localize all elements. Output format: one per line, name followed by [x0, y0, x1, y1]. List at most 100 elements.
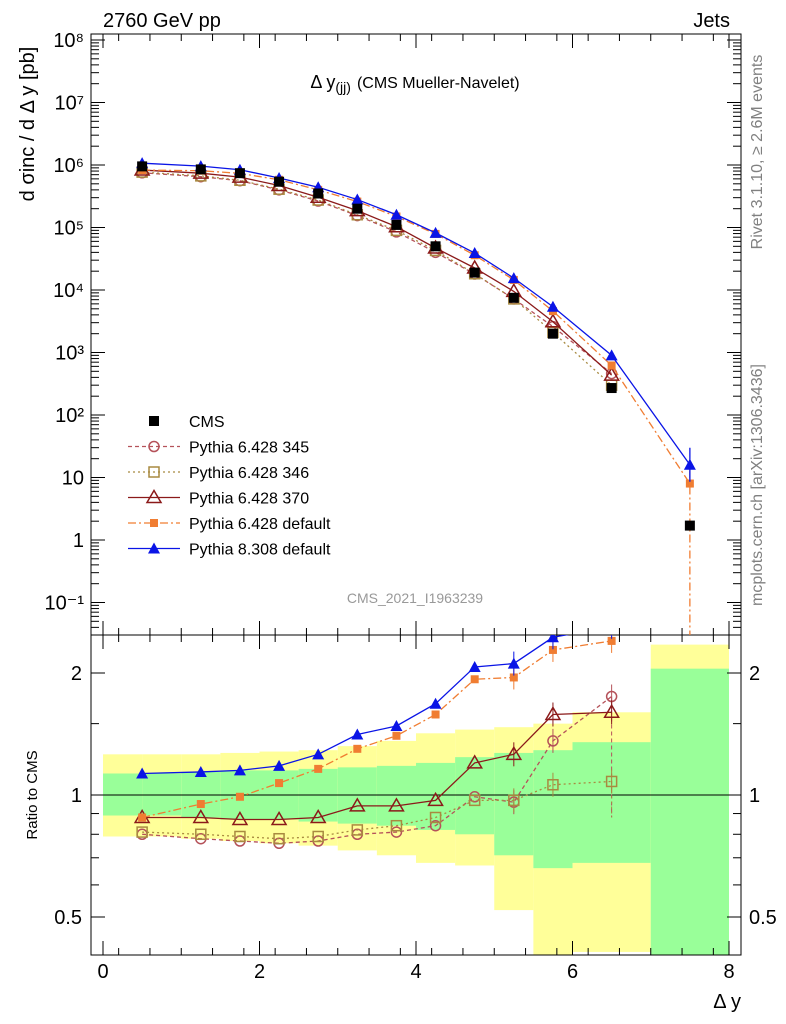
- ratio-point-p346: [468, 794, 481, 807]
- ratio-point-p370: [270, 811, 288, 826]
- ratio-point-p8def: [312, 748, 325, 760]
- ratio-point-p8def: [390, 719, 403, 731]
- data-point-p370: [603, 366, 620, 381]
- main-y-tick-label: 1: [73, 530, 84, 552]
- ratio-point-p6def: [196, 800, 205, 809]
- legend-label-p346: Pythia 6.428 346: [189, 465, 309, 482]
- header-left-label: 2760 GeV pp: [103, 10, 221, 32]
- ratio-y-tick-label: 0.5: [54, 907, 82, 929]
- ratio-point-p8def: [351, 728, 364, 740]
- x-tick-label: 2: [254, 961, 265, 983]
- ratio-point-p8def: [468, 660, 481, 672]
- ratio-point-p8def: [606, 621, 618, 632]
- ratio-point-p370: [427, 791, 444, 807]
- main-series-group: [133, 157, 696, 635]
- main-y-tick-label: 10: [62, 468, 84, 490]
- legend-marker-p346: [148, 466, 160, 478]
- band-inner-bin: [533, 750, 573, 869]
- ratio-point-p370: [192, 809, 210, 824]
- ratio-point-p6def: [353, 744, 362, 753]
- ratio-point-p346: [508, 794, 520, 807]
- data-point-p8def: [390, 208, 403, 220]
- main-outliers-group: [684, 520, 695, 531]
- ratio-point-p346: [351, 824, 364, 836]
- x-tick-label: 8: [723, 961, 734, 983]
- legend-label-p6def: Pythia 6.428 default: [189, 516, 331, 533]
- data-point-p6def: [607, 361, 616, 370]
- ratio-series-group: [133, 621, 620, 850]
- data-point-p370: [544, 313, 562, 328]
- ratio-y-tick-label: 1: [71, 785, 82, 807]
- data-point-p8def: [546, 300, 559, 312]
- ratio-point-p6def: [392, 731, 401, 740]
- ratio-point-p8def: [273, 759, 286, 771]
- band-inner-bin: [416, 762, 456, 830]
- data-point-cms: [274, 176, 285, 187]
- ratio-point-p345: [390, 826, 403, 838]
- x-tick-label: 6: [567, 961, 578, 983]
- ratio-y-axis-label: Ratio to CMS: [24, 750, 41, 839]
- data-point-cms: [469, 267, 480, 278]
- main-y-tick-label: 10⁻¹: [45, 593, 85, 615]
- main-y-tick-label: 10²: [55, 405, 84, 427]
- analysis-watermark: CMS_2021_I1963239: [347, 590, 483, 606]
- ratio-point-p346: [312, 830, 324, 843]
- ratio-point-p370: [231, 811, 249, 826]
- ratio-line-p8def: [142, 635, 570, 775]
- ratio-point-p370: [603, 703, 620, 719]
- ratio-point-p346: [136, 826, 148, 838]
- main-y-tick-label: 10⁴: [53, 280, 84, 302]
- ratio-point-p370: [544, 706, 562, 721]
- legend-marker-cms: [149, 416, 159, 426]
- ratio-point-p6def: [470, 675, 479, 684]
- ratio-y-tick-label-right: 1: [749, 785, 760, 807]
- data-point-cms: [234, 168, 245, 179]
- legend-marker-p370: [145, 489, 163, 504]
- main-y-tick-label: 10³: [55, 343, 84, 365]
- data-point-cms: [684, 520, 695, 531]
- ratio-y-tick-label: 2: [71, 663, 82, 685]
- ratio-point-p346: [429, 811, 442, 824]
- data-point-cms: [195, 164, 206, 175]
- ratio-point-p370: [505, 745, 523, 761]
- legend-label-p345: Pythia 6.428 345: [189, 440, 309, 457]
- ratio-point-p6def: [607, 636, 616, 645]
- ratio-point-p370: [349, 797, 366, 812]
- data-point-cms: [547, 328, 558, 339]
- ratio-point-p6def: [275, 779, 284, 788]
- ratio-point-p6def: [235, 792, 244, 801]
- data-point-cms: [430, 241, 441, 252]
- legend-marker-p6def: [150, 519, 158, 527]
- ratio-point-p346: [390, 819, 403, 832]
- ratio-point-p346: [195, 828, 207, 841]
- ratio-point-p8def: [194, 765, 207, 777]
- ratio-point-p345: [547, 735, 559, 747]
- ratio-point-p8def: [507, 657, 520, 669]
- ratio-y-tick-label-right: 2: [749, 663, 760, 685]
- main-y-tick-label: 10⁸: [53, 30, 84, 52]
- ratio-point-p8def: [429, 697, 442, 709]
- ratio-point-p8def: [233, 764, 246, 776]
- main-y-axis-label: d σinc / d Δ y [pb]: [17, 47, 39, 202]
- legend-label-cms: CMS: [189, 414, 225, 431]
- ratio-point-p6def: [138, 813, 147, 822]
- ratio-line-p370: [142, 711, 612, 821]
- series-line-p345: [142, 172, 613, 375]
- series-line-p370: [142, 169, 613, 376]
- main-y-tick-label: 10⁵: [53, 218, 84, 240]
- ratio-point-p370: [388, 797, 405, 812]
- axes: 0 2 4 6 8 10⁻¹ 1 10 10² 10³ 10⁴ 10⁵ 10⁶ 10⁷ 10⁸ 0.5 0.5 1…: [45, 30, 777, 983]
- data-point-p8def: [351, 193, 364, 205]
- ratio-line-p345: [142, 695, 613, 844]
- main-y-tick-label: 10⁶: [54, 155, 84, 177]
- x-axis-label: Δ y: [713, 991, 741, 1013]
- ratio-point-p345: [429, 819, 442, 832]
- plot-title: Δ y(jj) (CMS Mueller-Navelet): [310, 72, 519, 95]
- ratio-point-p6def: [509, 673, 518, 682]
- ratio-point-p346: [547, 778, 559, 791]
- ratio-point-p8def: [136, 767, 149, 779]
- data-point-cms: [137, 161, 148, 172]
- band-inner-bin: [376, 765, 416, 826]
- data-point-cms: [313, 188, 324, 199]
